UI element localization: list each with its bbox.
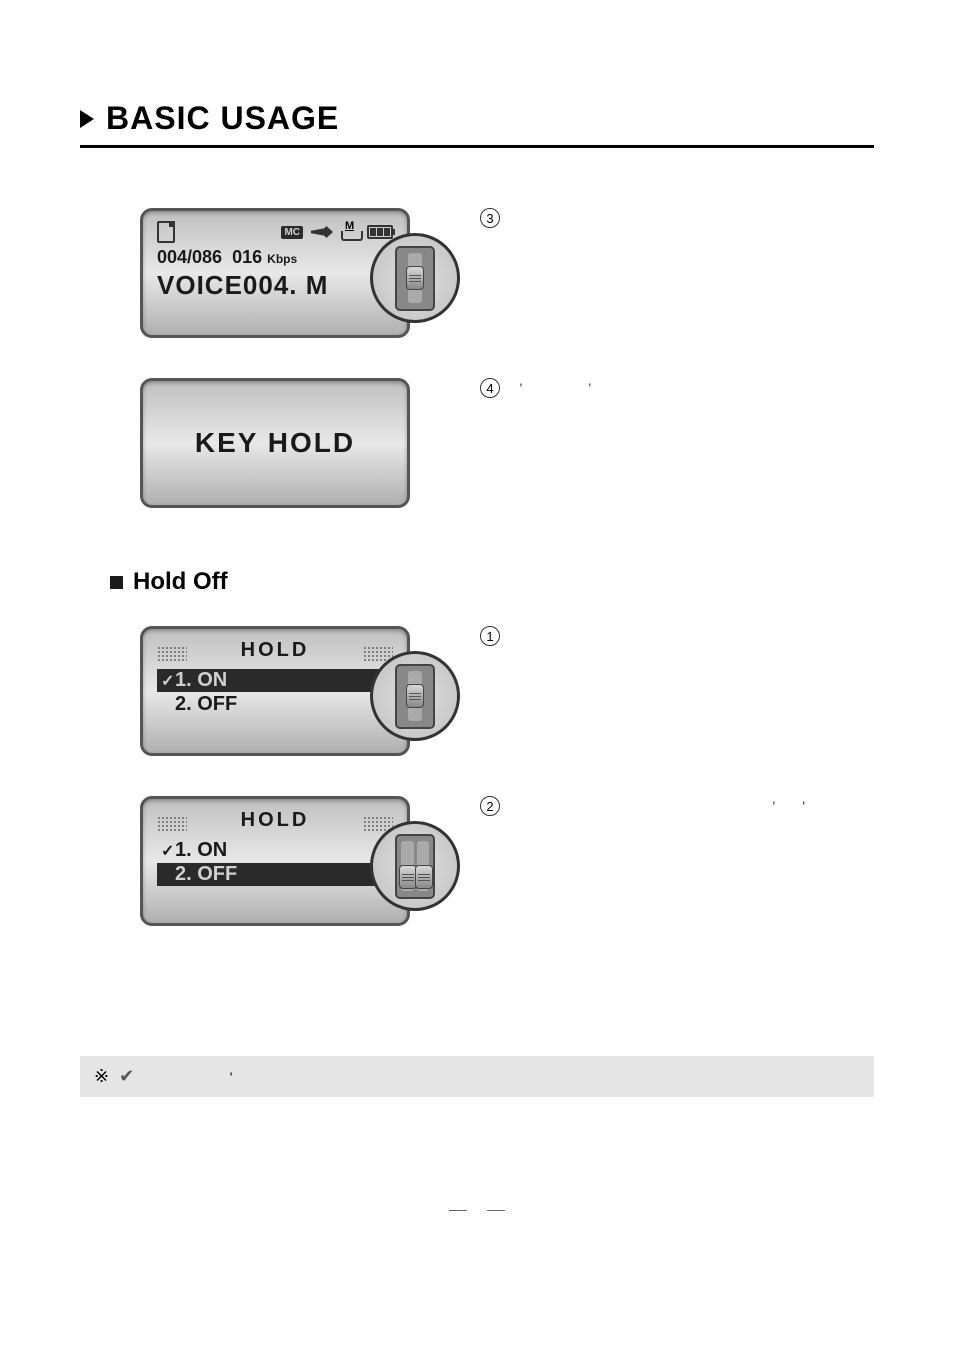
step-marker-2: 2 ' ' [480,796,908,816]
lcd-screen-hold-2: HOLD ✓ 1. ON 2. OFF [140,796,440,936]
subsection-header: Hold Off [110,568,874,596]
lcd-counter: 004/086 [157,247,222,267]
lcd-filename: VOICE004. M [157,270,393,301]
hold-option-on: ✓ 1. ON [157,669,393,692]
hold-header: HOLD [241,809,310,832]
mc-icon: MC [281,226,303,239]
lcd-counter-line: 004/086 016 Kbps [157,247,393,268]
hold-header: HOLD [241,639,310,662]
switch-body [395,834,435,899]
dots-left-icon [157,816,187,832]
circled-number-4: 4 [480,378,500,398]
step-marker-3: 3 [480,208,500,228]
step-marker-4: 4 ' ' [480,378,908,398]
switch-magnifier-icon [370,821,460,911]
switch-body [395,664,435,729]
hold-option-off: 2. OFF [157,863,393,886]
switch-magnifier-icon [370,233,460,323]
switch-magnifier-icon [370,651,460,741]
note-box: ※ ✔ ' [80,1056,874,1097]
step-row-3: MC 004/086 016 Kbps VOICE004. M [140,208,874,348]
lcd-screen-voice: MC 004/086 016 Kbps VOICE004. M [140,208,440,348]
file-icon [157,221,175,243]
reference-mark-icon: ※ [94,1066,109,1087]
page-number [449,1210,505,1211]
step-2-text: ' ' [508,798,908,814]
step-row-4: KEY HOLD 4 ' ' [140,378,874,518]
check-icon: ✔ [119,1066,134,1087]
lcd-screen-keyhold: KEY HOLD [140,378,440,518]
dash-right-icon [487,1210,505,1211]
note-text: ' [144,1069,232,1085]
hold-option-on: ✓ 1. ON [157,839,393,862]
download-icon [341,223,359,241]
circled-number-3: 3 [480,208,500,228]
square-bullet-icon [110,576,123,589]
dash-left-icon [449,1210,467,1211]
subsection-title: Hold Off [133,568,228,596]
battery-icon [367,225,393,239]
step-4-text: ' ' [508,380,908,396]
circled-number-1: 1 [480,626,500,646]
check-icon: ✓ [161,671,175,691]
lcd-bitrate: 016 [232,247,262,267]
step-marker-1: 1 [480,626,500,646]
lcd-screen-hold-1: HOLD ✓ 1. ON 2. OFF [140,626,440,766]
hold-option-off: 2. OFF [157,693,393,716]
section-title: BASIC USAGE [106,100,339,137]
step-row-2: HOLD ✓ 1. ON 2. OFF [140,796,874,936]
section-header: BASIC USAGE [80,100,874,148]
triangle-right-icon [80,110,94,128]
switch-knob [406,684,424,708]
keyhold-text: KEY HOLD [195,427,355,459]
connector-icon [311,226,333,238]
circled-number-2: 2 [480,796,500,816]
lcd-bitrate-unit: Kbps [267,252,297,266]
switch-knob [406,266,424,290]
switch-body [395,246,435,311]
lcd-icon-bar: MC [157,221,393,243]
step-row-1: HOLD ✓ 1. ON 2. OFF [140,626,874,766]
dots-left-icon [157,646,187,662]
check-icon: ✓ [161,841,175,861]
switch-knob [415,865,433,889]
